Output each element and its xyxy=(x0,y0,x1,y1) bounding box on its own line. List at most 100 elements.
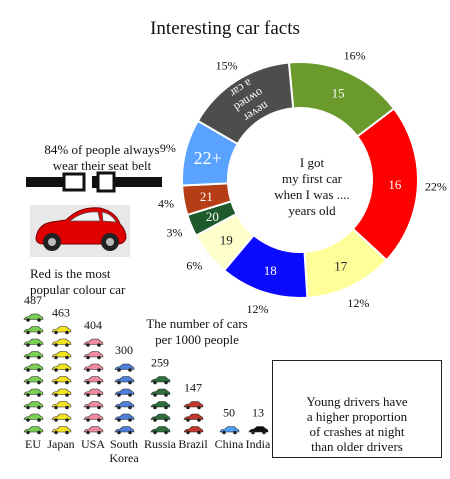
slice-label: 21 xyxy=(200,189,213,204)
car-icon xyxy=(83,401,104,410)
red-car-fact-line: popular colour car xyxy=(30,282,126,297)
car-icon xyxy=(83,376,104,385)
center-text-line: I got xyxy=(299,155,325,170)
young-drivers-box xyxy=(272,360,442,458)
car-icon xyxy=(183,401,204,410)
category-label: China xyxy=(215,437,244,451)
seatbelt-fact: 84% of people always wear their seat bel… xyxy=(18,142,186,174)
seatbelt-fact-line: 84% of people always xyxy=(44,142,160,157)
donut-percent-labels: 16% 22% 12% 12% 6% 3% 4% 9% 15% xyxy=(158,48,447,316)
seatbelt-icon xyxy=(26,171,162,193)
cars-title-line: The number of cars xyxy=(146,316,248,331)
car-icon xyxy=(114,401,135,410)
car-icon xyxy=(83,413,104,422)
slice-percent-label: 3% xyxy=(167,225,183,239)
category-label: USA xyxy=(81,437,105,451)
slice-percent-label: 9% xyxy=(160,141,176,155)
donut-center-text: I got my first car when I was .... years… xyxy=(262,155,362,219)
car-icon xyxy=(23,338,44,347)
car-icon xyxy=(51,338,72,347)
car-icon xyxy=(83,338,104,347)
bar-value-label: 50 xyxy=(223,406,235,420)
car-icon xyxy=(248,426,269,435)
slice-label: 22+ xyxy=(194,148,222,168)
car-icon xyxy=(219,426,240,435)
bar-value-label: 463 xyxy=(52,306,70,320)
red-car-fact-line: Red is the most xyxy=(30,266,111,281)
category-label: Russia xyxy=(144,437,177,451)
seatbelt-fact-line: wear their seat belt xyxy=(52,158,152,173)
car-icon xyxy=(150,401,171,410)
slice-label: 15 xyxy=(332,86,345,101)
car-icon xyxy=(183,426,204,435)
car-icon xyxy=(51,413,72,422)
category-label: EU xyxy=(25,437,41,451)
car-icon xyxy=(23,388,44,397)
car-icon xyxy=(83,388,104,397)
car-icon xyxy=(150,413,171,422)
car-icon xyxy=(23,401,44,410)
car-icon xyxy=(23,426,44,435)
bar-value-label: 147 xyxy=(184,381,202,395)
slice-percent-label: 12% xyxy=(246,302,268,316)
car-icon xyxy=(183,413,204,422)
car-icon xyxy=(23,413,44,422)
center-text-line: when I was .... xyxy=(274,187,350,202)
car-icon xyxy=(150,376,171,385)
slice-percent-label: 22% xyxy=(425,180,447,194)
car-icon xyxy=(51,401,72,410)
slice-percent-label: 15% xyxy=(216,59,238,73)
young-drivers-line: than older drivers xyxy=(311,439,403,454)
slice-label: 16 xyxy=(388,177,402,192)
car-icon xyxy=(83,363,104,372)
center-text-line: years old xyxy=(288,203,336,218)
slice-label: 17 xyxy=(334,258,348,273)
cars-title-line: per 1000 people xyxy=(155,332,239,347)
category-label: Japan xyxy=(47,437,74,451)
car-icon xyxy=(114,376,135,385)
slice-label: 20 xyxy=(206,209,219,224)
slice-percent-label: 12% xyxy=(347,296,369,310)
donut-slice xyxy=(196,61,295,146)
car-icon xyxy=(23,363,44,372)
slice-label: 18 xyxy=(264,263,277,278)
bar-value-label: 259 xyxy=(151,356,169,370)
category-label: Brazil xyxy=(178,437,208,451)
car-icon xyxy=(114,426,135,435)
page-title: Interesting car facts xyxy=(150,18,300,39)
slice-percent-label: 16% xyxy=(344,48,366,62)
young-drivers-line: Young drivers have xyxy=(306,394,408,409)
young-drivers-line: a higher proportion xyxy=(306,409,408,424)
car-icon xyxy=(23,313,44,322)
car-icon xyxy=(23,376,44,385)
car-icon xyxy=(23,351,44,360)
bar-value-label: 300 xyxy=(115,343,133,357)
car-icon xyxy=(51,376,72,385)
donut-hole xyxy=(229,109,371,251)
car-icon xyxy=(114,363,135,372)
bar-value-label: 487 xyxy=(24,293,42,307)
car-icon xyxy=(23,326,44,335)
bar-value-label: 13 xyxy=(252,406,264,420)
bar-value-label: 404 xyxy=(84,318,102,332)
slice-label: 19 xyxy=(220,232,233,247)
car-icon xyxy=(51,326,72,335)
car-icon xyxy=(51,351,72,360)
category-label: Korea xyxy=(109,451,139,465)
car-icon xyxy=(150,426,171,435)
car-icon xyxy=(83,426,104,435)
cars-per-1000-title: The number of cars per 1000 people xyxy=(138,316,256,348)
category-label: India xyxy=(246,437,271,451)
car-icon xyxy=(150,388,171,397)
slice-percent-label: 4% xyxy=(158,196,174,210)
car-icon xyxy=(114,413,135,422)
slice-percent-label: 6% xyxy=(186,259,202,273)
young-drivers-fact: Young drivers have a higher proportion o… xyxy=(272,394,442,454)
car-icon xyxy=(51,426,72,435)
car-icon xyxy=(114,388,135,397)
category-label: South xyxy=(110,437,138,451)
car-icon xyxy=(51,388,72,397)
